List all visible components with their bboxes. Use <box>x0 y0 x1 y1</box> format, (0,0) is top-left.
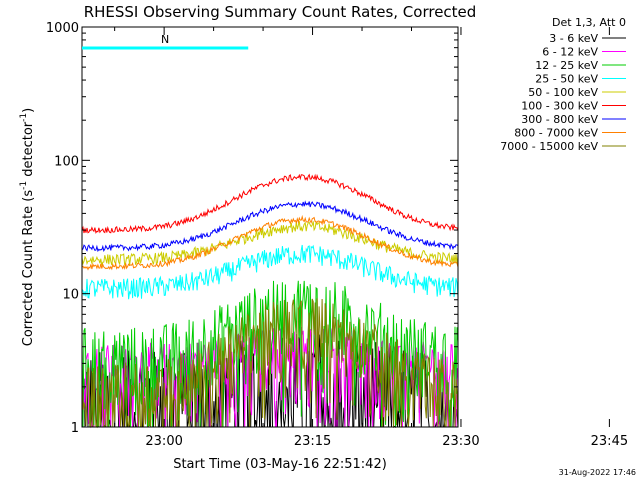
legend-header: Det 1,3, Att 0 <box>552 16 626 29</box>
chart-title: RHESSI Observing Summary Count Rates, Co… <box>84 3 477 21</box>
x-tick-label: 23:30 <box>442 434 479 449</box>
series-line <box>81 220 459 266</box>
annotation-label: N <box>161 33 169 46</box>
legend-label: 100 - 300 keV <box>521 100 598 113</box>
series-line <box>81 298 459 429</box>
x-tick-label: 23:00 <box>145 434 182 449</box>
legend-label: 25 - 50 keV <box>535 73 598 86</box>
y-tick-label: 100 <box>54 154 79 169</box>
y-tick-label: 1000 <box>46 21 79 36</box>
legend-label: 50 - 100 keV <box>528 86 598 99</box>
legend-label: 7000 - 15000 keV <box>500 140 598 153</box>
y-tick-label: 1 <box>71 421 79 436</box>
series-line <box>81 200 459 253</box>
x-axis-label: Start Time (03-May-16 22:51:42) <box>173 457 387 472</box>
x-tick-label: 23:15 <box>294 434 331 449</box>
y-tick-label: 10 <box>62 288 79 303</box>
plot-area: 110100100023:0023:1523:3023:4500:0000:15… <box>46 21 628 449</box>
legend-label: 3 - 6 keV <box>549 32 598 45</box>
legend-label: 6 - 12 keV <box>542 46 598 59</box>
series-line <box>81 244 459 300</box>
legend-label: 12 - 25 keV <box>535 59 598 72</box>
timestamp: 31-Aug-2022 17:46 <box>559 468 636 477</box>
y-axis-label: Corrected Count Rate (s-1 detector-1) <box>19 108 36 346</box>
plot-frame <box>81 26 459 428</box>
x-tick-label: 23:45 <box>591 434 628 449</box>
legend-label: 300 - 800 keV <box>521 113 598 126</box>
legend-label: 800 - 7000 keV <box>514 127 598 140</box>
series-line <box>81 214 459 271</box>
series-line <box>81 173 459 234</box>
